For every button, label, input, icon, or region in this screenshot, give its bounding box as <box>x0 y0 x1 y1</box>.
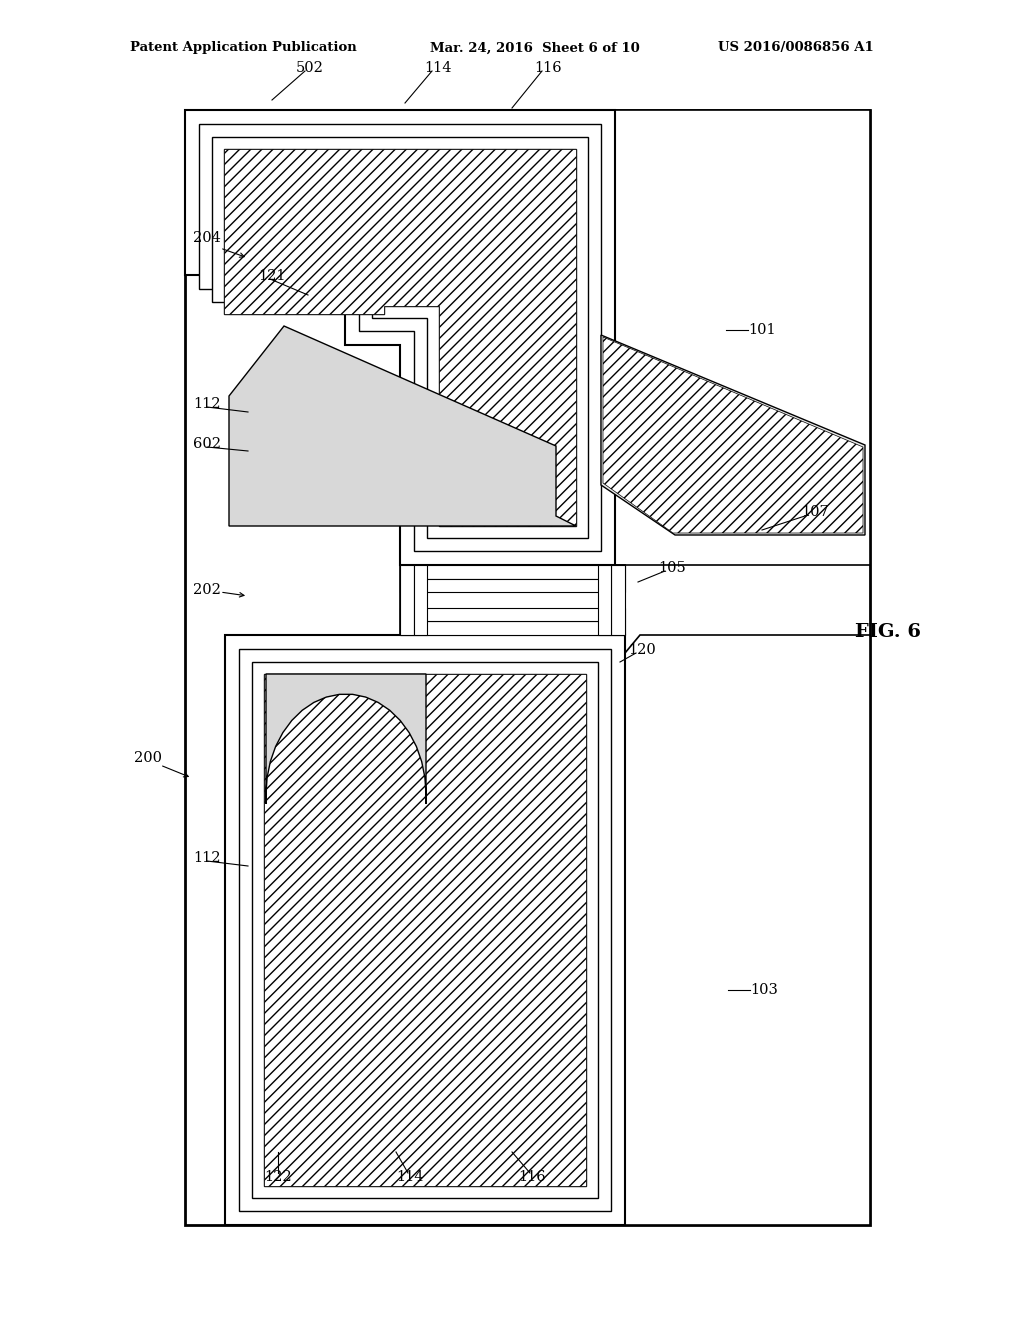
Text: 114: 114 <box>396 1170 424 1184</box>
Polygon shape <box>252 663 598 1199</box>
Polygon shape <box>225 635 625 1225</box>
Text: 101: 101 <box>748 323 775 337</box>
Text: 116: 116 <box>518 1170 546 1184</box>
Bar <box>400 579 625 591</box>
Text: Mar. 24, 2016  Sheet 6 of 10: Mar. 24, 2016 Sheet 6 of 10 <box>430 41 640 54</box>
Text: 602: 602 <box>193 437 221 451</box>
Polygon shape <box>229 326 575 525</box>
Polygon shape <box>264 675 586 1185</box>
Text: FIG. 6: FIG. 6 <box>855 623 921 642</box>
Polygon shape <box>266 675 426 804</box>
Bar <box>400 609 625 620</box>
Text: 112: 112 <box>194 851 221 865</box>
Text: 114: 114 <box>424 61 452 75</box>
Text: US 2016/0086856 A1: US 2016/0086856 A1 <box>718 41 873 54</box>
Text: 120: 120 <box>628 643 656 657</box>
Text: 103: 103 <box>750 983 778 997</box>
Polygon shape <box>615 635 870 1225</box>
Polygon shape <box>185 110 615 565</box>
Polygon shape <box>199 124 601 550</box>
Text: 112: 112 <box>194 397 221 411</box>
Text: 105: 105 <box>658 561 686 576</box>
Bar <box>414 565 427 635</box>
Bar <box>400 620 625 635</box>
Polygon shape <box>264 675 586 1185</box>
Bar <box>400 565 625 579</box>
Text: 202: 202 <box>194 583 221 597</box>
Text: 116: 116 <box>535 61 562 75</box>
Text: 121: 121 <box>258 269 286 282</box>
Polygon shape <box>239 649 611 1210</box>
Bar <box>615 110 870 565</box>
Polygon shape <box>603 337 863 533</box>
Polygon shape <box>400 565 625 635</box>
Text: 107: 107 <box>801 506 828 519</box>
Text: 122: 122 <box>264 1170 292 1184</box>
Text: 502: 502 <box>296 61 324 75</box>
Polygon shape <box>212 137 588 539</box>
Bar <box>185 110 870 1225</box>
Bar <box>598 565 611 635</box>
Polygon shape <box>224 149 575 525</box>
Bar <box>611 565 625 635</box>
Text: 204: 204 <box>194 231 221 246</box>
Polygon shape <box>601 335 865 535</box>
Text: Patent Application Publication: Patent Application Publication <box>130 41 356 54</box>
Bar <box>400 565 414 635</box>
Text: 200: 200 <box>134 751 162 766</box>
Polygon shape <box>224 149 575 525</box>
